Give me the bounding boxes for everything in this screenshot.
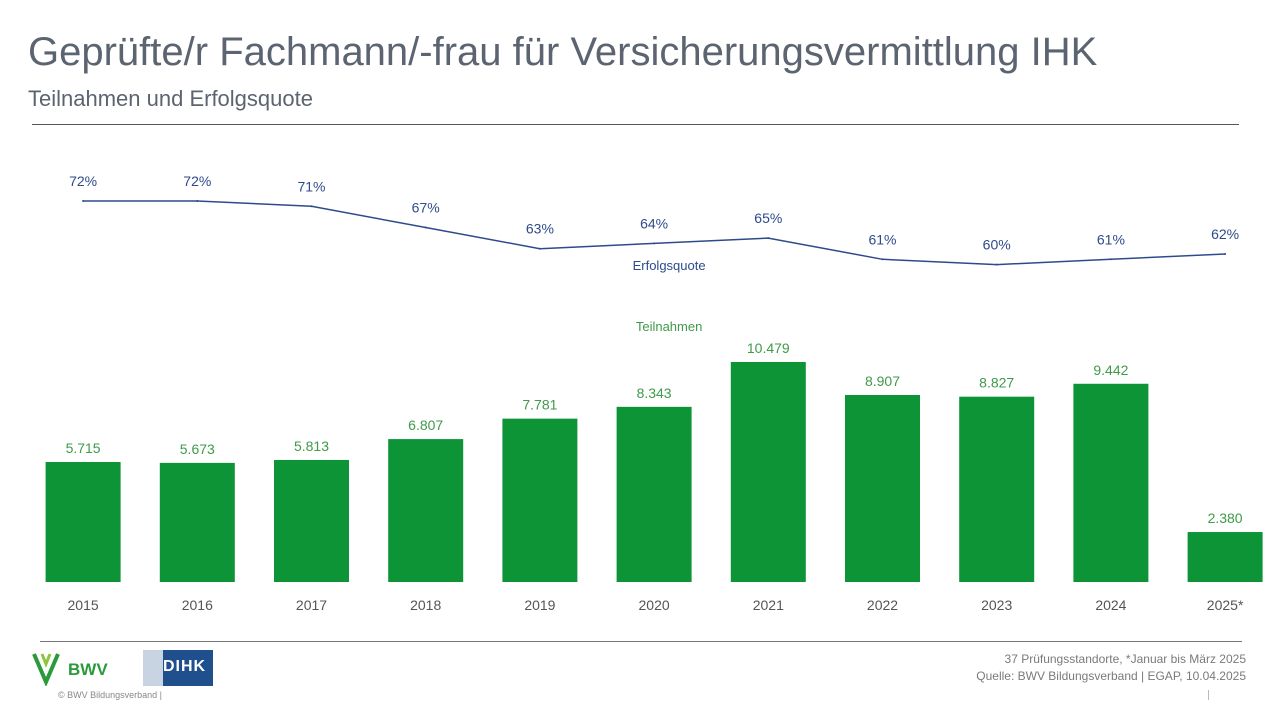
bar <box>1187 532 1263 582</box>
x-tick-label: 2017 <box>296 597 327 613</box>
line-point <box>538 247 541 250</box>
combo-chart: 5.715 2015 5.673 2016 5.813 2017 6.807 2018 7.78… <box>45 173 1263 613</box>
line-point <box>881 258 884 261</box>
line-value-label: 72% <box>183 173 211 189</box>
x-tick-label: 2022 <box>867 597 898 613</box>
line-point <box>1109 258 1112 261</box>
bar <box>45 462 121 582</box>
x-tick-label: 2020 <box>639 597 670 613</box>
line-point <box>310 205 313 208</box>
bar-value-label: 2.380 <box>1208 510 1243 526</box>
page-subtitle: Teilnahmen und Erfolgsquote <box>28 86 313 111</box>
bar-value-label: 7.781 <box>522 397 557 413</box>
line-value-label: 60% <box>983 237 1011 253</box>
bar <box>159 462 235 582</box>
line-value-label: 72% <box>69 173 97 189</box>
line-value-label: 65% <box>754 210 782 226</box>
source-note-line-1: 37 Prüfungsstandorte, *Januar bis März 2… <box>1004 652 1246 666</box>
bar-series-label: Teilnahmen <box>636 319 703 334</box>
copyright-text: © BWV Bildungsverband | <box>58 690 163 700</box>
bar-value-label: 8.907 <box>865 373 900 389</box>
line-point <box>1224 253 1227 255</box>
line-value-label: 61% <box>868 231 896 247</box>
x-tick-label: 2021 <box>753 597 784 613</box>
bar-value-label: 10.479 <box>747 340 790 356</box>
x-tick-label: 2025* <box>1207 597 1244 613</box>
bwv-logo-icon <box>32 653 60 686</box>
line-value-label: 64% <box>640 215 668 231</box>
bar <box>388 439 464 582</box>
line-series-label: Erfolgsquote <box>633 258 706 273</box>
footer-divider <box>40 641 1242 642</box>
bar <box>1073 383 1149 582</box>
dihk-logo-text: DIHK <box>163 658 207 675</box>
x-tick-label: 2018 <box>410 597 441 613</box>
bar <box>502 418 578 582</box>
header-divider <box>32 124 1239 125</box>
bar-value-label: 9.442 <box>1093 362 1128 378</box>
bar <box>845 395 920 582</box>
source-note-line-2: Quelle: BWV Bildungsverband | EGAP, 10.0… <box>976 669 1246 683</box>
line-point <box>196 200 199 202</box>
bwv-logo-text: BWV <box>68 660 108 679</box>
x-tick-label: 2015 <box>68 597 99 613</box>
bar <box>959 396 1035 582</box>
page-separator <box>1208 690 1209 700</box>
line-value-label: 61% <box>1097 231 1125 247</box>
line-point <box>653 242 656 245</box>
page-title: Geprüfte/r Fachmann/-frau für Versicheru… <box>28 30 1098 74</box>
bar-value-label: 5.673 <box>180 441 215 457</box>
line-point <box>767 237 770 240</box>
line-value-label: 67% <box>412 200 440 216</box>
line-point <box>995 263 998 266</box>
line-point <box>424 226 427 229</box>
bar <box>616 406 692 582</box>
bar-value-label: 6.807 <box>408 417 443 433</box>
line-value-label: 62% <box>1211 226 1239 242</box>
bar-value-label: 8.343 <box>637 385 672 401</box>
bar <box>274 459 349 582</box>
x-tick-label: 2023 <box>981 597 1012 613</box>
line-value-label: 71% <box>297 178 325 194</box>
bar-value-label: 8.827 <box>979 375 1014 391</box>
bar <box>730 362 806 582</box>
source-note: 37 Prüfungsstandorte, *Januar bis März 2… <box>976 651 1246 685</box>
bar-value-label: 5.813 <box>294 438 329 454</box>
line-series <box>83 200 1226 266</box>
dihk-logo-icon: DIHK <box>143 650 213 686</box>
bar-value-label: 5.715 <box>66 440 101 456</box>
line-point <box>82 200 85 202</box>
line-value-label: 63% <box>526 221 554 237</box>
x-tick-label: 2019 <box>524 597 555 613</box>
x-tick-label: 2024 <box>1095 597 1126 613</box>
x-tick-label: 2016 <box>182 597 213 613</box>
